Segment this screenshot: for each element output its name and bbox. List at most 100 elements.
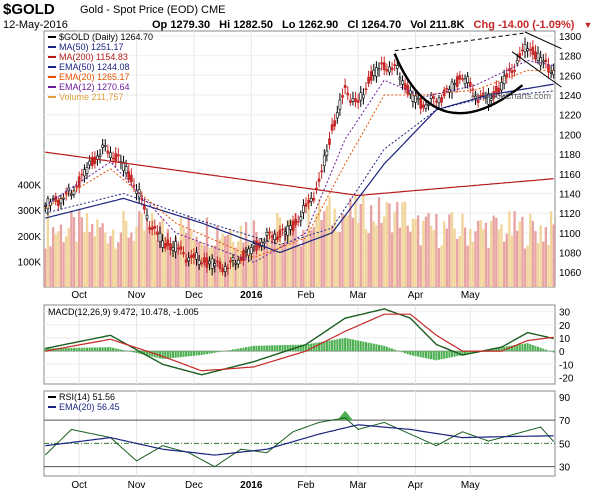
macd-histogram-bar: [359, 341, 362, 352]
macd-histogram-bar: [323, 341, 326, 352]
macd-histogram-bar: [385, 346, 388, 352]
price-candle: [304, 203, 308, 207]
volume-bar: [474, 231, 477, 287]
instrument-name: Gold - Spot Price (EOD) CME: [80, 4, 226, 16]
price-candle: [291, 221, 295, 232]
price-candle: [299, 216, 303, 221]
price-legend-label: MA(50) 1251.17: [59, 42, 124, 52]
volume-bar: [516, 230, 519, 287]
volume-bar: [62, 242, 65, 287]
price-candle: [317, 178, 321, 182]
volume-bar: [539, 225, 542, 287]
price-candle: [539, 57, 543, 66]
price-candle: [234, 262, 237, 265]
volume-bar: [518, 221, 521, 287]
price-candle: [236, 259, 240, 265]
macd-histogram-bar: [500, 347, 503, 352]
price-candle: [362, 94, 365, 99]
price-candle: [312, 197, 316, 201]
macd-histogram-bar: [185, 351, 188, 357]
price-candle: [549, 71, 553, 74]
price-candle: [328, 138, 331, 145]
macd-tick-label: -10: [559, 360, 574, 371]
price-tick-label: 1260: [559, 71, 582, 82]
volume-bar: [224, 235, 227, 287]
macd-histogram-bar: [114, 348, 117, 352]
macd-histogram-bar: [291, 344, 295, 352]
price-candle: [262, 241, 266, 244]
price-candle: [534, 51, 537, 60]
price-tick-label: 1140: [559, 189, 581, 200]
macd-histogram-bar: [172, 351, 175, 358]
price-candle: [231, 257, 235, 261]
macd-tick-label: 10: [559, 334, 571, 345]
macd-signal-line: [45, 313, 554, 372]
volume-bar: [78, 210, 81, 287]
volume-bar: [458, 235, 462, 287]
macd-histogram-bar: [443, 351, 446, 359]
price-candle: [377, 68, 381, 71]
volume-bar: [489, 220, 493, 287]
macd-histogram-bar: [234, 349, 237, 352]
price-tick-label: 1300: [559, 32, 582, 43]
macd-tick-label: 30: [559, 308, 571, 319]
price-candle: [158, 232, 162, 243]
volume-bar: [124, 220, 128, 287]
volume-bar: [529, 213, 532, 287]
price-candle: [275, 236, 279, 240]
volume-bar: [362, 195, 365, 287]
price-candle: [148, 227, 151, 230]
volume-bar: [346, 215, 349, 287]
macd-histogram-bar: [91, 347, 94, 352]
volume-bar: [435, 213, 438, 287]
volume-bar: [161, 218, 164, 287]
price-candle: [54, 195, 58, 202]
volume-bar: [44, 248, 47, 287]
price-candle: [385, 69, 389, 72]
rsi-line: [44, 417, 555, 468]
low-value: Lo 1262.90: [282, 19, 339, 31]
volume-bar: [453, 228, 456, 287]
macd-histogram-bar: [112, 347, 115, 352]
macd-histogram-bar: [526, 343, 529, 352]
macd-histogram-bar: [255, 345, 258, 352]
price-candle: [226, 267, 230, 270]
macd-histogram-bar: [93, 347, 96, 352]
volume-bar: [367, 233, 370, 287]
volume-bar: [80, 217, 83, 287]
volume-bar: [51, 227, 55, 287]
volume-bar: [508, 211, 511, 287]
price-candle: [435, 100, 438, 103]
price-candle: [296, 221, 300, 223]
price-candle: [502, 75, 506, 85]
volume-bar: [291, 219, 295, 287]
macd-histogram-bar: [195, 351, 198, 356]
rsi-legend-label: RSI(14) 51.56: [59, 392, 115, 402]
volume-bar: [273, 231, 276, 287]
macd-histogram-bar: [406, 351, 409, 355]
price-candle: [398, 77, 402, 80]
price-candle: [187, 257, 191, 262]
macd-histogram-bar: [419, 351, 422, 358]
volume-tick-label: 300K: [18, 206, 42, 217]
price-candle: [202, 257, 206, 263]
volume-bar: [320, 220, 323, 287]
price-candle: [171, 247, 175, 251]
price-candle: [174, 241, 178, 252]
price-candle: [244, 249, 248, 252]
price-candle: [445, 88, 449, 90]
exchange-label: CME: [201, 4, 226, 16]
volume-bar: [247, 241, 250, 287]
price-candle: [70, 194, 73, 196]
price-candle: [195, 252, 198, 260]
price-candle: [380, 62, 383, 65]
macd-histogram-bar: [122, 350, 125, 352]
price-tick-label: 1180: [559, 150, 581, 161]
macd-histogram-bar: [151, 351, 154, 357]
volume-bar: [356, 222, 360, 287]
volume-bar: [151, 212, 154, 287]
macd-histogram-bar: [539, 347, 542, 352]
volume-bar: [349, 198, 352, 287]
price-candle: [205, 257, 209, 268]
macd-histogram-bar: [450, 351, 454, 358]
